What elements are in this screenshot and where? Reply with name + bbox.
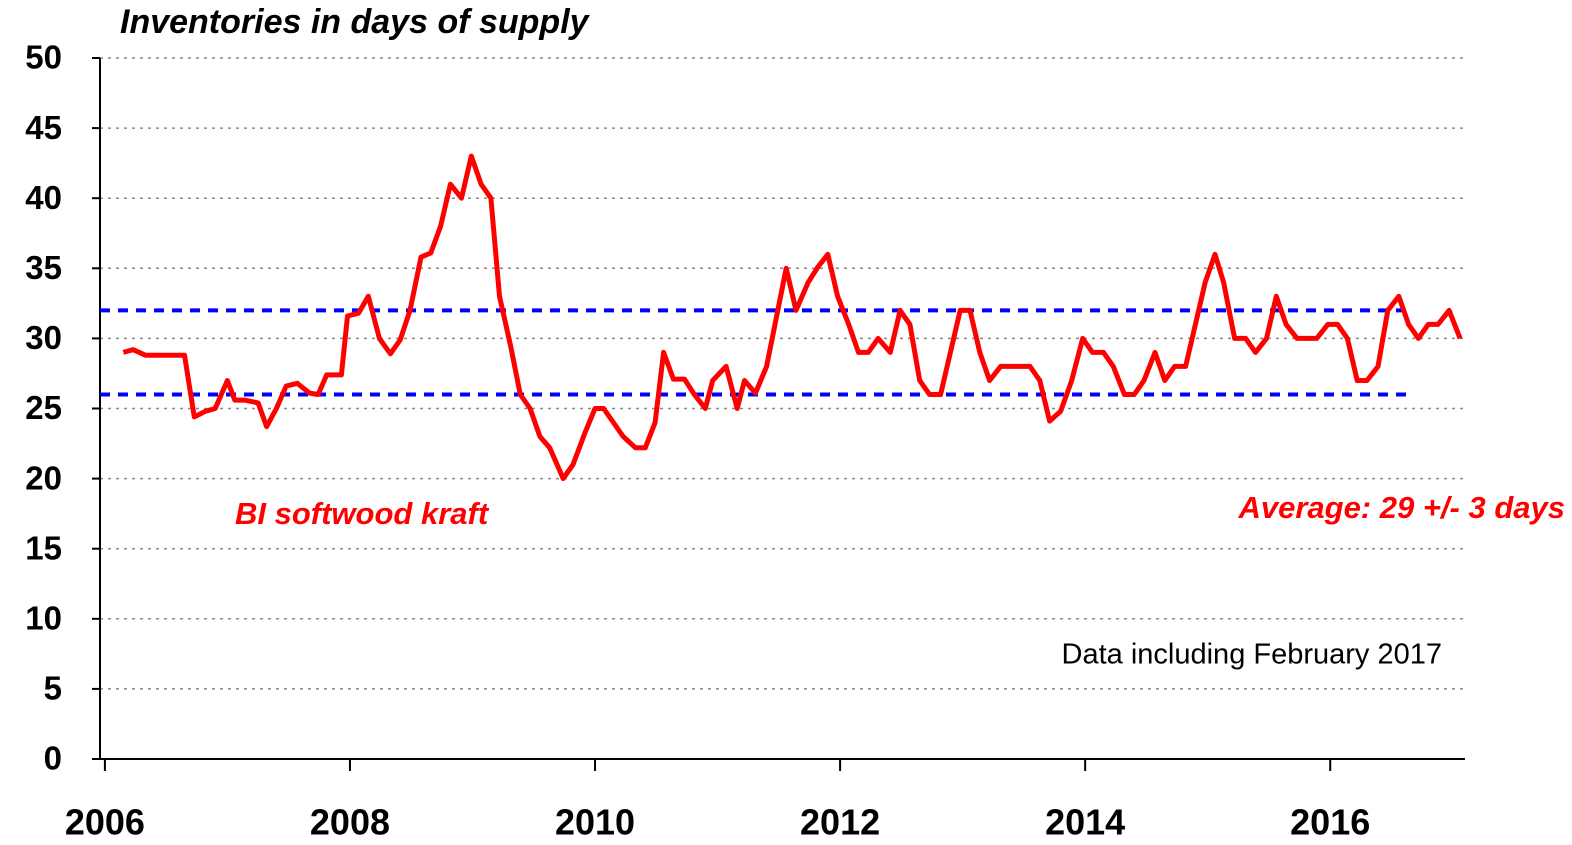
x-tick-label: 2014 <box>1045 802 1125 843</box>
x-tick-label: 2012 <box>800 802 880 843</box>
annotation: Data including February 2017 <box>1062 639 1442 671</box>
y-tick-label: 50 <box>25 39 62 76</box>
y-tick-label: 15 <box>25 529 62 566</box>
x-tick-label: 2008 <box>310 802 390 843</box>
y-tick-label: 5 <box>44 670 62 707</box>
y-tick-label: 10 <box>25 600 62 637</box>
y-tick-label: 25 <box>25 389 62 426</box>
series-label: BI softwood kraft <box>235 496 490 531</box>
x-tick-label: 2016 <box>1290 802 1370 843</box>
x-tick-label: 2006 <box>65 802 145 843</box>
annotation: Average: 29 +/- 3 days <box>1237 490 1565 525</box>
y-tick-label: 20 <box>25 459 62 496</box>
y-tick-label: 40 <box>25 179 62 216</box>
chart-title: Inventories in days of supply <box>120 3 591 41</box>
y-tick-label: 0 <box>44 740 62 777</box>
y-tick-label: 35 <box>25 249 62 286</box>
y-tick-label: 30 <box>25 319 62 356</box>
x-tick-label: 2010 <box>555 802 635 843</box>
y-tick-label: 45 <box>25 109 62 146</box>
series-line <box>122 153 1463 482</box>
